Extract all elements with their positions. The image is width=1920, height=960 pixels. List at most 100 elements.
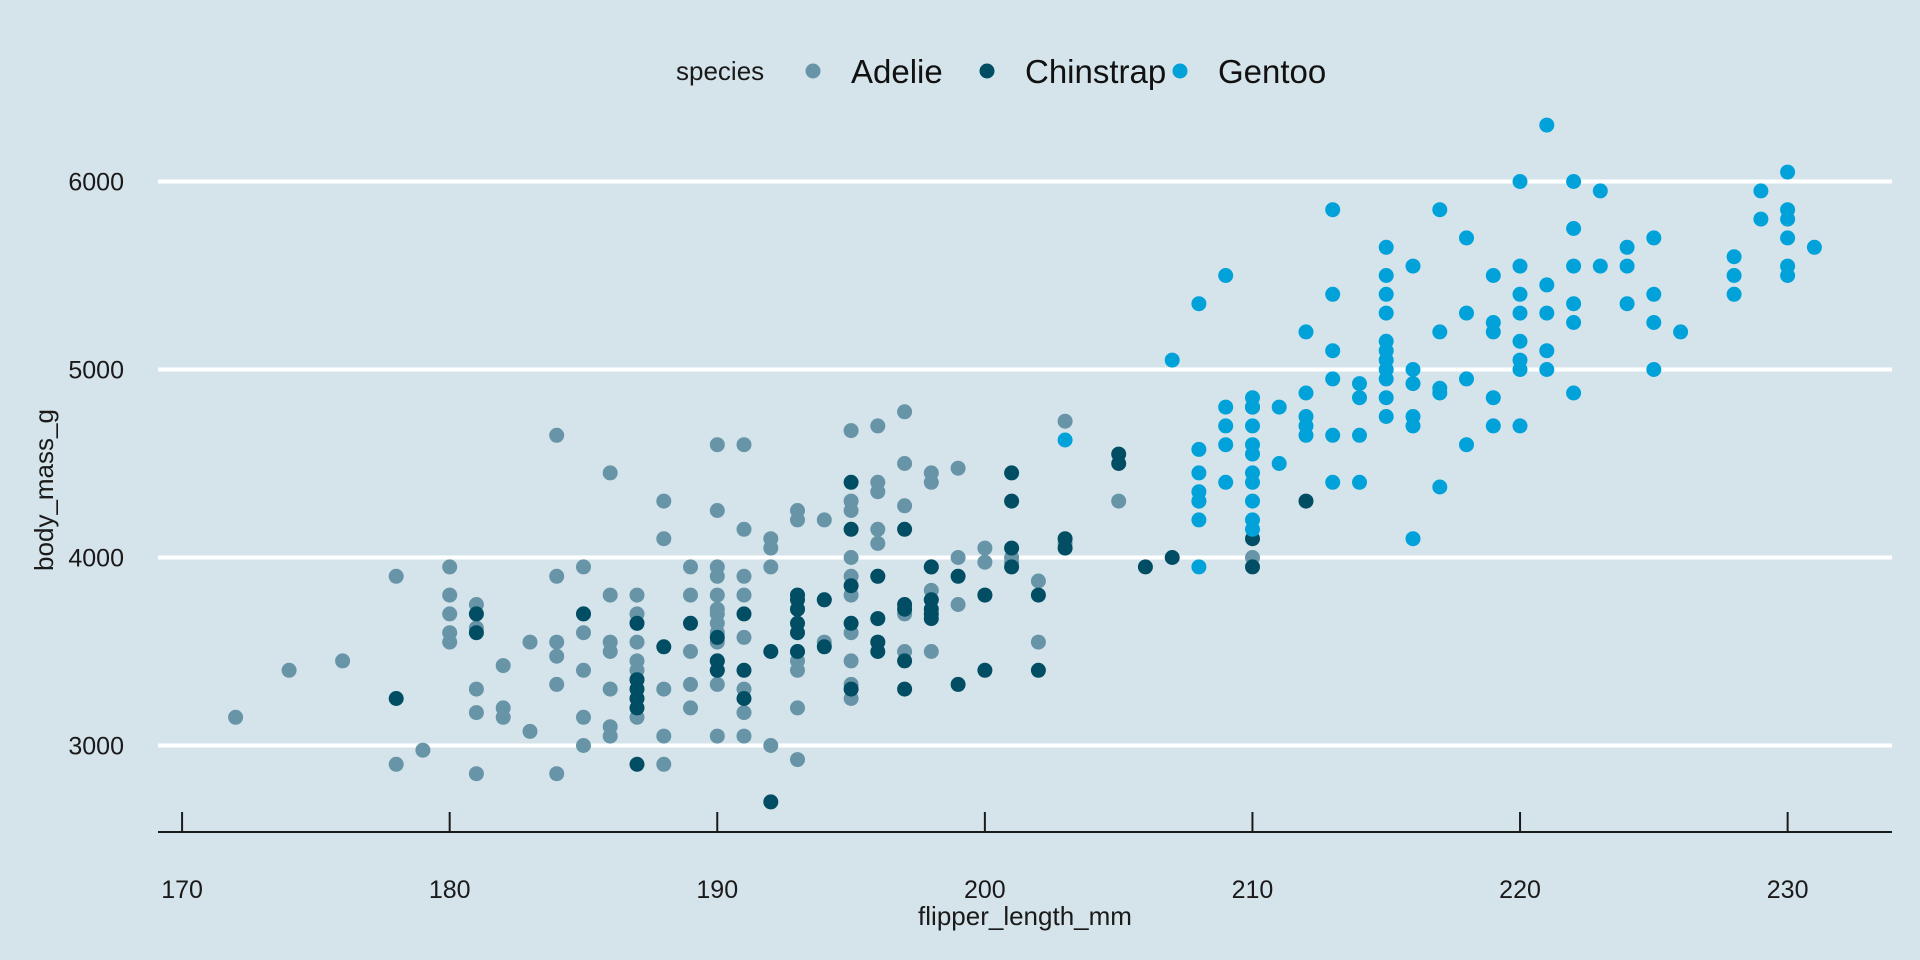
- data-point: [977, 554, 993, 570]
- x-axis: 170 180 190 200 210 220 230: [158, 812, 1892, 904]
- data-point: [602, 728, 618, 744]
- data-point: [656, 756, 672, 772]
- data-point: [1459, 230, 1474, 246]
- data-point: [468, 766, 484, 782]
- data-point: [736, 629, 752, 645]
- data-point: [870, 418, 886, 434]
- data-point: [870, 644, 886, 659]
- data-point: [1378, 286, 1394, 302]
- data-point: [228, 709, 244, 725]
- data-point: [763, 644, 779, 659]
- data-point: [1111, 493, 1127, 509]
- data-point: [1298, 385, 1314, 401]
- data-point: [736, 568, 752, 584]
- data-point: [977, 587, 993, 603]
- data-point: [790, 512, 805, 528]
- data-point: [790, 601, 805, 617]
- data-point: [977, 540, 993, 556]
- legend-label-gentoo: Gentoo: [1218, 53, 1326, 90]
- data-point: [843, 503, 859, 518]
- data-point: [549, 427, 565, 443]
- data-point: [1325, 427, 1341, 443]
- data-point: [1405, 258, 1421, 274]
- data-point: [870, 521, 886, 537]
- data-point: [763, 559, 779, 575]
- data-point: [1512, 362, 1528, 377]
- data-point: [950, 597, 966, 612]
- data-point: [388, 691, 404, 706]
- data-point: [683, 587, 698, 603]
- data-point: [1485, 324, 1501, 340]
- data-point: [843, 615, 859, 631]
- data-point: [656, 493, 672, 509]
- data-point: [843, 681, 859, 697]
- data-point: [1378, 409, 1394, 424]
- data-point: [1432, 202, 1448, 218]
- data-point: [897, 601, 913, 617]
- data-point: [1566, 385, 1582, 401]
- data-point: [1057, 432, 1073, 448]
- x-tick-label: 200: [964, 876, 1006, 904]
- data-point: [1432, 324, 1448, 340]
- data-point: [1646, 362, 1662, 377]
- data-point: [736, 691, 752, 706]
- data-point: [1806, 239, 1822, 255]
- data-point: [1539, 343, 1555, 359]
- data-point: [897, 681, 913, 697]
- x-tick-label: 170: [161, 876, 203, 904]
- data-point: [1405, 362, 1421, 377]
- data-point: [1753, 183, 1769, 199]
- data-point: [763, 738, 779, 753]
- data-point: [897, 456, 913, 471]
- data-point: [442, 606, 458, 622]
- data-point: [629, 700, 645, 716]
- data-point: [843, 653, 859, 669]
- data-point: [709, 728, 725, 744]
- data-point: [602, 681, 618, 697]
- data-point: [1459, 371, 1474, 387]
- data-point: [683, 559, 698, 575]
- data-point: [977, 662, 993, 678]
- data-point: [1566, 221, 1582, 236]
- data-point: [629, 756, 645, 772]
- data-point: [1271, 399, 1287, 415]
- data-point: [1566, 296, 1582, 312]
- data-point: [683, 644, 698, 659]
- data-point: [1245, 559, 1260, 575]
- x-tick-label: 220: [1499, 876, 1541, 904]
- data-point: [495, 709, 511, 725]
- data-point: [870, 568, 886, 584]
- data-point: [1191, 296, 1207, 312]
- data-point: [1218, 268, 1234, 283]
- data-point: [870, 484, 886, 500]
- data-point: [1646, 286, 1662, 302]
- data-point: [629, 615, 645, 631]
- data-point: [736, 587, 752, 603]
- data-point: [816, 639, 832, 655]
- data-point: [843, 521, 859, 537]
- data-point: [816, 512, 832, 528]
- data-point: [1539, 362, 1555, 377]
- data-point: [736, 521, 752, 537]
- data-point: [709, 676, 725, 692]
- data-point: [1271, 456, 1287, 471]
- data-point: [1405, 376, 1421, 392]
- data-point: [1164, 352, 1180, 368]
- data-point: [763, 794, 779, 810]
- data-point: [1726, 286, 1742, 302]
- data-point: [1512, 418, 1528, 434]
- data-point: [1191, 441, 1207, 457]
- data-point: [1298, 324, 1314, 340]
- data-point: [870, 535, 886, 551]
- data-point: [1004, 559, 1020, 575]
- data-point: [1378, 371, 1394, 387]
- data-point: [1325, 343, 1341, 359]
- data-point: [1325, 286, 1341, 302]
- data-point: [1030, 634, 1046, 650]
- data-point: [1137, 559, 1153, 575]
- data-point: [1646, 315, 1662, 330]
- legend-key-chinstrap: [979, 63, 995, 79]
- data-point: [1459, 437, 1474, 453]
- data-point: [923, 474, 939, 490]
